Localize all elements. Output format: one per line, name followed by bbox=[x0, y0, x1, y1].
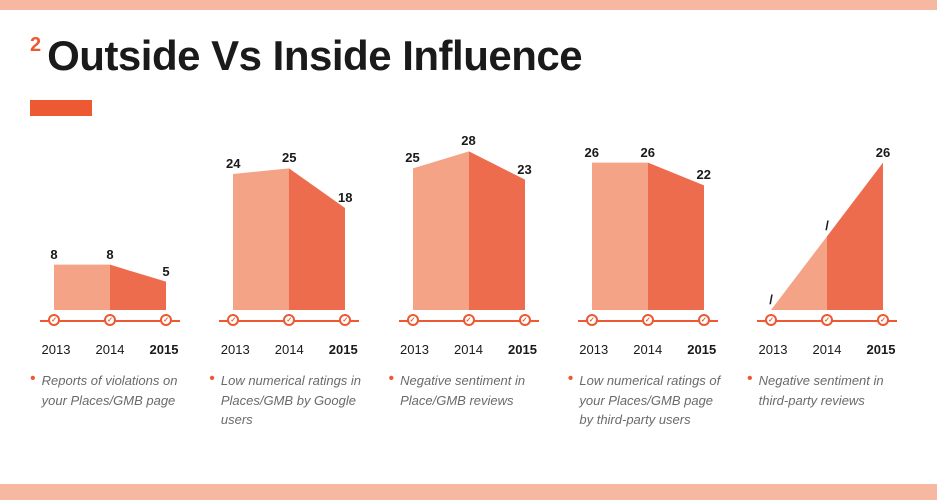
value-label: 22 bbox=[697, 167, 711, 182]
year-label: 2015 bbox=[499, 342, 547, 357]
area-chart-svg bbox=[30, 140, 190, 310]
charts-row: 8 8 5 2013 2014 2015 • Reports of violations on… bbox=[30, 140, 907, 430]
year-label: 2015 bbox=[678, 342, 726, 357]
year-label: 2014 bbox=[624, 342, 672, 357]
chart-area: 8 8 5 bbox=[30, 140, 190, 310]
value-label: 24 bbox=[226, 156, 240, 171]
chart-2: 252823 2013 2014 2015 • Negative sentiment in… bbox=[389, 140, 549, 430]
axis-tick-icon bbox=[519, 314, 531, 326]
axis bbox=[209, 312, 369, 334]
value-label: / bbox=[769, 292, 773, 307]
axis-tick-icon bbox=[877, 314, 889, 326]
chart-area: / / 26 bbox=[747, 140, 907, 310]
value-label: / bbox=[825, 218, 829, 233]
axis-tick-icon bbox=[642, 314, 654, 326]
year-label: 2013 bbox=[391, 342, 439, 357]
year-label: 2014 bbox=[86, 342, 134, 357]
axis-tick-icon bbox=[283, 314, 295, 326]
chart-area: 26 26 22 bbox=[568, 140, 728, 310]
year-label: 2013 bbox=[749, 342, 797, 357]
bullet-icon: • bbox=[209, 371, 215, 387]
value-label: 26 bbox=[641, 145, 655, 160]
chart-3: 26 26 22 2013 2014 2015 • Low numerical ratings… bbox=[568, 140, 728, 430]
value-label: 5 bbox=[162, 264, 169, 279]
year-row: 2013 2014 2015 bbox=[389, 342, 549, 357]
value-label: 23 bbox=[517, 162, 531, 177]
header: 2 Outside Vs Inside Influence bbox=[30, 32, 582, 80]
axis-tick-icon bbox=[48, 314, 60, 326]
caption-text: Reports of violations on your Places/GMB… bbox=[42, 371, 190, 410]
axis-tick-icon bbox=[104, 314, 116, 326]
caption-text: Negative sentiment in Place/GMB reviews bbox=[400, 371, 548, 410]
axis-tick-icon bbox=[339, 314, 351, 326]
year-label: 2015 bbox=[857, 342, 905, 357]
top-accent-bar bbox=[0, 0, 937, 10]
value-label: 26 bbox=[876, 145, 890, 160]
axis-tick-icon bbox=[407, 314, 419, 326]
value-label: 8 bbox=[50, 247, 57, 262]
bullet-icon: • bbox=[568, 371, 574, 387]
year-label: 2013 bbox=[570, 342, 618, 357]
area-chart-svg bbox=[568, 140, 728, 310]
axis-tick-icon bbox=[463, 314, 475, 326]
value-label: 8 bbox=[106, 247, 113, 262]
page-title: Outside Vs Inside Influence bbox=[47, 32, 582, 80]
chart-caption: • Negative sentiment in third-party revie… bbox=[747, 371, 907, 410]
chart-caption: • Negative sentiment in Place/GMB reviews bbox=[389, 371, 549, 410]
axis-tick-icon bbox=[765, 314, 777, 326]
chart-caption: • Low numerical ratings in Places/GMB by … bbox=[209, 371, 369, 430]
year-label: 2014 bbox=[265, 342, 313, 357]
chart-caption: • Low numerical ratings of your Places/GM… bbox=[568, 371, 728, 430]
chart-area: 24 25 18 bbox=[209, 140, 369, 310]
value-label: 18 bbox=[338, 190, 352, 205]
year-label: 2013 bbox=[32, 342, 80, 357]
caption-text: Negative sentiment in third-party review… bbox=[759, 371, 907, 410]
year-label: 2015 bbox=[319, 342, 367, 357]
caption-text: Low numerical ratings of your Places/GMB… bbox=[579, 371, 727, 430]
year-row: 2013 2014 2015 bbox=[568, 342, 728, 357]
year-label: 2015 bbox=[140, 342, 188, 357]
axis-tick-icon bbox=[821, 314, 833, 326]
bottom-accent-bar bbox=[0, 484, 937, 500]
axis-tick-icon bbox=[160, 314, 172, 326]
axis bbox=[568, 312, 728, 334]
value-label: 28 bbox=[461, 133, 475, 148]
chart-4: / / 26 2013 2014 2015 • Negative sentiment in t… bbox=[747, 140, 907, 430]
bullet-icon: • bbox=[747, 371, 753, 387]
bullet-icon: • bbox=[30, 371, 36, 387]
year-row: 2013 2014 2015 bbox=[209, 342, 369, 357]
chart-caption: • Reports of violations on your Places/GM… bbox=[30, 371, 190, 410]
year-label: 2014 bbox=[445, 342, 493, 357]
year-label: 2014 bbox=[803, 342, 851, 357]
chart-area: 252823 bbox=[389, 140, 549, 310]
year-row: 2013 2014 2015 bbox=[747, 342, 907, 357]
value-label: 25 bbox=[282, 150, 296, 165]
year-row: 2013 2014 2015 bbox=[30, 342, 190, 357]
year-label: 2013 bbox=[211, 342, 259, 357]
axis-tick-icon bbox=[586, 314, 598, 326]
bullet-icon: • bbox=[389, 371, 395, 387]
caption-text: Low numerical ratings in Places/GMB by G… bbox=[221, 371, 369, 430]
axis-tick-icon bbox=[698, 314, 710, 326]
value-label: 26 bbox=[585, 145, 599, 160]
axis-tick-icon bbox=[227, 314, 239, 326]
section-number: 2 bbox=[30, 34, 41, 57]
accent-bar bbox=[30, 100, 92, 116]
value-label: 25 bbox=[405, 150, 419, 165]
chart-1: 24 25 18 2013 2014 2015 • Low numerical ratings… bbox=[209, 140, 369, 430]
axis bbox=[389, 312, 549, 334]
axis bbox=[747, 312, 907, 334]
axis bbox=[30, 312, 190, 334]
chart-0: 8 8 5 2013 2014 2015 • Reports of violations on… bbox=[30, 140, 190, 430]
